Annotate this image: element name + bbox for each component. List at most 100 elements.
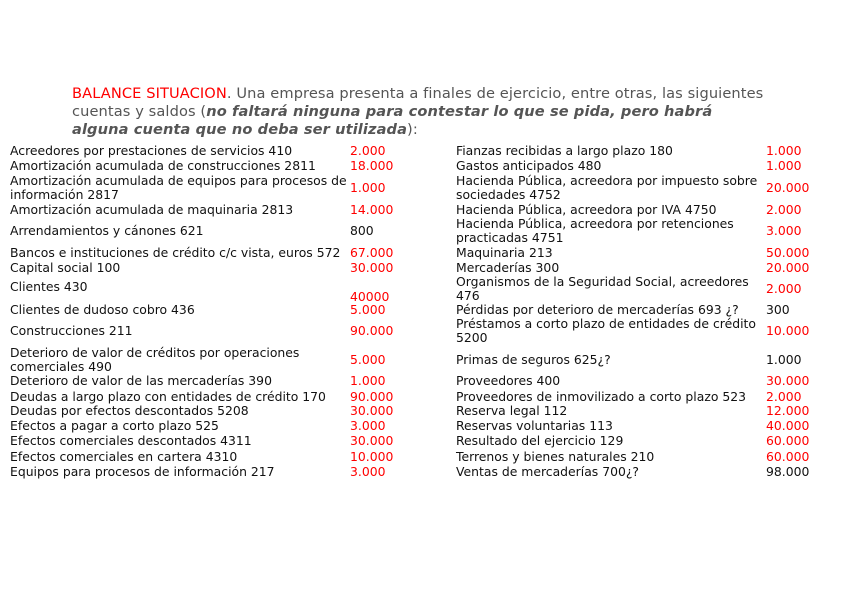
account-label: Deudas por efectos descontados 5208 bbox=[10, 402, 249, 418]
account-row: Deudas a largo plazo con entidades de cr… bbox=[10, 388, 431, 405]
account-label: Proveedores de inmovilizado a corto plaz… bbox=[456, 388, 747, 404]
account-label: Amortización acumulada de equipos para p… bbox=[10, 172, 347, 202]
account-label: Clientes 430 bbox=[10, 279, 88, 294]
account-row: Efectos comerciales en cartera 4310 10.00… bbox=[10, 448, 431, 465]
account-row: Resultado del ejercicio 129 60.000 bbox=[456, 432, 839, 449]
account-balance: 5.000 bbox=[350, 301, 386, 317]
account-row: Clientes 430 40000 bbox=[10, 279, 431, 304]
account-label: Primas de seguros 625¿? bbox=[456, 351, 611, 367]
account-row: Arrendamientos y cánones 621 800 bbox=[10, 222, 431, 239]
account-balance: 2.000 bbox=[350, 142, 386, 158]
account-balance: 2.000 bbox=[766, 280, 802, 296]
account-balance: 60.000 bbox=[766, 432, 810, 448]
account-row: Equipos para procesos de información 217… bbox=[10, 463, 431, 480]
account-row: Hacienda Pública, acreedora por IVA 4750… bbox=[456, 201, 839, 218]
account-row: Efectos a pagar a corto plazo 525 3.000 bbox=[10, 417, 431, 434]
account-label: Bancos e instituciones de crédito c/c vi… bbox=[10, 244, 341, 260]
account-row: Proveedores de inmovilizado a corto plaz… bbox=[456, 388, 839, 405]
account-label: Arrendamientos y cánones 621 bbox=[10, 222, 204, 238]
account-balance: 1.000 bbox=[766, 157, 802, 173]
account-label: Proveedores 400 bbox=[456, 372, 561, 388]
intro-text-end: ): bbox=[407, 121, 418, 138]
account-balance: 1.000 bbox=[766, 351, 802, 367]
account-balance: 20.000 bbox=[766, 179, 810, 195]
account-label: Clientes de dudoso cobro 436 bbox=[10, 301, 195, 317]
account-row: Gastos anticipados 480 1.000 bbox=[456, 157, 839, 174]
account-balance: 800 bbox=[350, 222, 374, 238]
account-balance: 98.000 bbox=[766, 463, 810, 479]
intro-heading: BALANCE SITUACION bbox=[72, 85, 227, 102]
account-row: Préstamos a corto plazo de entidades de … bbox=[456, 315, 839, 346]
account-label: Mercaderías 300 bbox=[456, 259, 560, 275]
account-row: Organismos de la Seguridad Social, acree… bbox=[456, 274, 839, 303]
account-label: Capital social 100 bbox=[10, 259, 121, 275]
account-label: Fianzas recibidas a largo plazo 180 bbox=[456, 142, 673, 158]
account-label: Deudas a largo plazo con entidades de cr… bbox=[10, 388, 326, 404]
account-row: Maquinaria 213 50.000 bbox=[456, 244, 839, 261]
account-label: Ventas de mercaderías 700¿? bbox=[456, 463, 639, 479]
account-balance: 20.000 bbox=[766, 259, 810, 275]
account-label: Hacienda Pública, acreedora por IVA 4750 bbox=[456, 201, 717, 217]
account-label: Reserva legal 112 bbox=[456, 402, 568, 418]
account-balance: 10.000 bbox=[350, 448, 394, 464]
account-label: Amortización acumulada de construcciones… bbox=[10, 157, 316, 173]
account-label: Hacienda Pública, acreedora por retencio… bbox=[456, 215, 734, 245]
account-label: Resultado del ejercicio 129 bbox=[456, 432, 624, 448]
account-balance: 14.000 bbox=[350, 201, 394, 217]
account-label: Gastos anticipados 480 bbox=[456, 157, 602, 173]
account-balance: 10.000 bbox=[766, 322, 810, 338]
account-label: Acreedores por prestaciones de servicios… bbox=[10, 142, 293, 158]
account-balance: 2.000 bbox=[766, 388, 802, 404]
account-row: Construcciones 211 90.000 bbox=[10, 322, 431, 339]
account-label: Deterioro de valor de créditos por opera… bbox=[10, 344, 300, 374]
account-balance: 1.000 bbox=[766, 142, 802, 158]
account-balance: 5.000 bbox=[350, 351, 386, 367]
account-label: Maquinaria 213 bbox=[456, 244, 553, 260]
account-balance: 90.000 bbox=[350, 388, 394, 404]
account-row: Deterioro de valor de las mercaderías 39… bbox=[10, 372, 431, 389]
account-row: Hacienda Pública, acreedora por impuesto… bbox=[456, 172, 839, 203]
account-row: Mercaderías 300 20.000 bbox=[456, 259, 839, 276]
account-balance: 40000 bbox=[350, 288, 390, 304]
account-row: Primas de seguros 625¿? 1.000 bbox=[456, 351, 839, 368]
account-balance: 3.000 bbox=[350, 417, 386, 433]
account-balance: 30.000 bbox=[350, 259, 394, 275]
account-row: Deudas por efectos descontados 5208 30.00… bbox=[10, 402, 431, 419]
intro-text: . Una empresa presenta a finales de ejer… bbox=[72, 85, 764, 120]
account-row: Reservas voluntarias 113 40.000 bbox=[456, 417, 839, 434]
account-row: Proveedores 400 30.000 bbox=[456, 372, 839, 389]
account-label: Hacienda Pública, acreedora por impuesto… bbox=[456, 172, 758, 202]
account-balance: 1.000 bbox=[350, 179, 386, 195]
account-row: Amortización acumulada de construcciones… bbox=[10, 157, 431, 174]
account-label: Préstamos a corto plazo de entidades de … bbox=[456, 315, 756, 345]
account-balance: 60.000 bbox=[766, 448, 810, 464]
intro-emphasis: no faltará ninguna para contestar lo que… bbox=[72, 103, 713, 138]
account-balance: 30.000 bbox=[350, 432, 394, 448]
account-row: Reserva legal 112 12.000 bbox=[456, 402, 839, 419]
account-label: Equipos para procesos de información 217 bbox=[10, 463, 275, 479]
account-label: Pérdidas por deterioro de mercaderías 69… bbox=[456, 301, 739, 317]
account-label: Efectos comerciales en cartera 4310 bbox=[10, 448, 238, 464]
account-row: Hacienda Pública, acreedora por retencio… bbox=[456, 215, 839, 246]
account-balance: 50.000 bbox=[766, 244, 810, 260]
account-label: Efectos comerciales descontados 4311 bbox=[10, 432, 252, 448]
account-balance: 3.000 bbox=[350, 463, 386, 479]
account-label: Construcciones 211 bbox=[10, 322, 133, 338]
account-row: Capital social 100 30.000 bbox=[10, 259, 431, 276]
intro-paragraph: BALANCE SITUACION. Una empresa presenta … bbox=[72, 85, 772, 139]
account-label: Efectos a pagar a corto plazo 525 bbox=[10, 417, 219, 433]
account-row: Efectos comerciales descontados 4311 30.0… bbox=[10, 432, 431, 449]
account-balance: 3.000 bbox=[766, 222, 802, 238]
account-row: Acreedores por prestaciones de servicios… bbox=[10, 142, 431, 159]
account-row: Bancos e instituciones de crédito c/c vi… bbox=[10, 244, 431, 261]
account-row: Clientes de dudoso cobro 436 5.000 bbox=[10, 301, 431, 318]
account-label: Reservas voluntarias 113 bbox=[456, 417, 613, 433]
account-balance: 1.000 bbox=[350, 372, 386, 388]
account-balance: 12.000 bbox=[766, 402, 810, 418]
account-balance: 67.000 bbox=[350, 244, 394, 260]
account-row: Terrenos y bienes naturales 210 60.000 bbox=[456, 448, 839, 465]
account-row: Fianzas recibidas a largo plazo 180 1.000 bbox=[456, 142, 839, 159]
account-balance: 40.000 bbox=[766, 417, 810, 433]
account-balance: 30.000 bbox=[350, 402, 394, 418]
account-label: Amortización acumulada de maquinaria 281… bbox=[10, 201, 294, 217]
